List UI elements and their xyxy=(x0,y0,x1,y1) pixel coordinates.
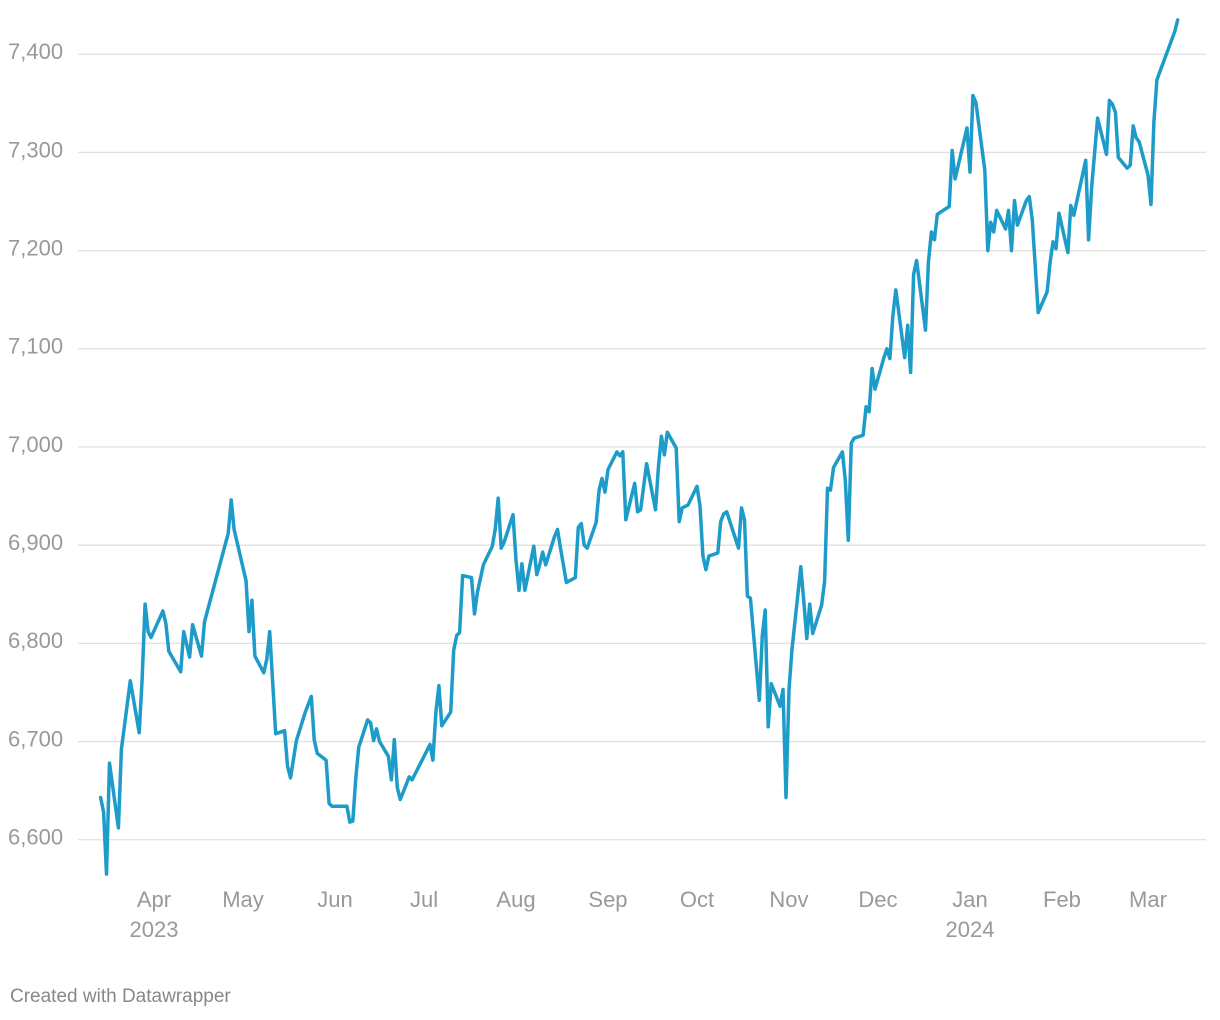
x-tick-label: Apr xyxy=(137,887,171,912)
y-tick-label: 7,300 xyxy=(8,137,63,162)
x-tick-label: Jan xyxy=(952,887,987,912)
data-line xyxy=(98,18,1180,876)
y-tick-label: 7,200 xyxy=(8,235,63,260)
y-tick-label: 6,800 xyxy=(8,628,63,653)
x-tick-label: Jun xyxy=(317,887,352,912)
x-tick-label: Aug xyxy=(496,887,535,912)
x-tick-label: Feb xyxy=(1043,887,1081,912)
y-tick-label: 6,600 xyxy=(8,825,63,850)
y-tick-label: 6,700 xyxy=(8,726,63,751)
x-tick-label: Oct xyxy=(680,887,714,912)
x-tick-label: Mar xyxy=(1129,887,1167,912)
credit: Created with Datawrapper xyxy=(10,986,231,1007)
x-tick-label: Nov xyxy=(769,887,808,912)
x-tick-label: Dec xyxy=(858,887,897,912)
x-tick-label: May xyxy=(222,887,264,912)
y-tick-label: 7,400 xyxy=(8,39,63,64)
y-tick-label: 6,900 xyxy=(8,530,63,555)
x-tick-label: Jul xyxy=(410,887,438,912)
x-year-label: 2024 xyxy=(945,917,994,942)
y-tick-label: 7,100 xyxy=(8,334,63,359)
x-year-label: 2023 xyxy=(130,917,179,942)
y-tick-label: 7,000 xyxy=(8,432,63,457)
x-tick-label: Sep xyxy=(588,887,627,912)
